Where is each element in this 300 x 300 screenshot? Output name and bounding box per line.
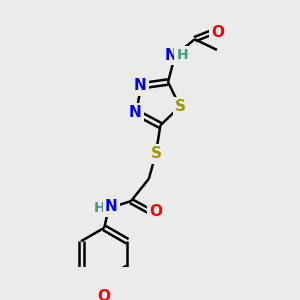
Text: N: N — [164, 48, 177, 63]
Text: H: H — [176, 48, 188, 62]
Text: H: H — [94, 201, 106, 215]
Text: S: S — [150, 146, 161, 161]
Text: O: O — [149, 204, 162, 219]
Text: N: N — [129, 105, 142, 120]
Text: S: S — [175, 99, 186, 114]
Text: N: N — [105, 199, 118, 214]
Text: N: N — [134, 78, 146, 93]
Text: O: O — [98, 289, 111, 300]
Text: O: O — [212, 25, 224, 40]
